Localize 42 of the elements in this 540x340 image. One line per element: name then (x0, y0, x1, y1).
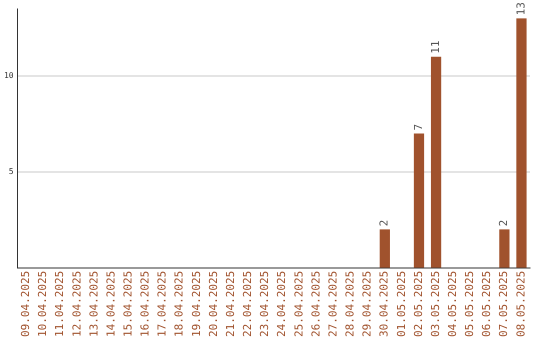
x-tick-label: 17.04.2025 (156, 270, 169, 338)
data-label: 11 (428, 40, 442, 54)
x-tick-label: 08.05.2025 (514, 270, 528, 338)
x-tick-label: 24.04.2025 (275, 270, 288, 338)
x-tick-label: 07.05.2025 (497, 270, 510, 338)
x-tick-label: 20.04.2025 (206, 270, 220, 338)
x-tick-label: 19.04.2025 (190, 270, 203, 338)
bar (414, 133, 424, 268)
x-tick-label: 25.04.2025 (292, 270, 306, 338)
data-label: 2 (378, 220, 391, 226)
x-tick-label: 11.04.2025 (53, 270, 66, 338)
bar (430, 56, 442, 268)
x-tick-label: 28.04.2025 (344, 270, 357, 338)
x-tick-label: 06.05.2025 (480, 270, 494, 338)
y-tick-label: 10 (4, 71, 14, 80)
x-tick-label: 01.05.2025 (394, 270, 408, 338)
data-label: 13 (514, 2, 528, 16)
x-tick-label: 15.04.2025 (122, 270, 135, 338)
data-label: 2 (497, 220, 510, 226)
bar (499, 229, 510, 268)
x-tick-label: 18.04.2025 (172, 270, 186, 338)
x-tick-label: 16.04.2025 (138, 270, 152, 338)
data-label: 7 (412, 124, 425, 130)
x-tick-label: 22.04.2025 (241, 270, 254, 338)
x-tick-label: 23.04.2025 (258, 270, 272, 338)
y-tick-label: 5 (8, 166, 14, 176)
x-tick-label: 02.05.2025 (412, 270, 425, 338)
x-tick-label: 04.05.2025 (446, 270, 460, 338)
x-tick-label: 14.04.2025 (104, 270, 118, 338)
x-tick-label: 09.04.2025 (19, 270, 32, 338)
x-tick-label: 30.04.2025 (378, 270, 391, 338)
x-tick-label: 13.04.2025 (87, 270, 100, 338)
bar (380, 229, 390, 268)
x-tick-label: 27.04.2025 (326, 270, 340, 338)
bar (516, 18, 527, 268)
x-tick-label: 05.05.2025 (463, 270, 476, 338)
x-tick-label: 03.05.2025 (428, 270, 442, 338)
x-tick-label: 29.04.2025 (360, 270, 374, 338)
x-tick-label: 21.04.2025 (224, 270, 237, 338)
x-tick-label: 10.04.2025 (36, 270, 50, 338)
x-tick-label: 26.04.2025 (309, 270, 322, 338)
x-tick-label: 12.04.2025 (70, 270, 84, 338)
